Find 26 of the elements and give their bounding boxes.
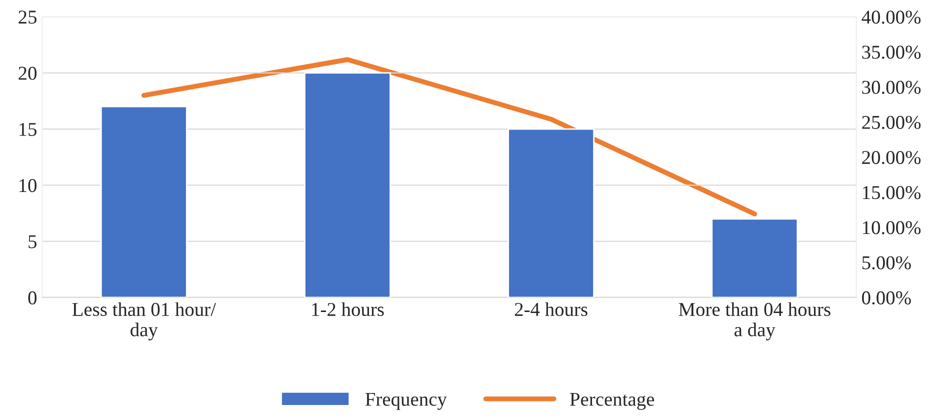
y2-tick-label: 15.00% [863,186,921,200]
bar [100,106,188,298]
y2-tick-label: 0.00% [862,291,911,305]
y-tick-label: 20 [18,66,37,80]
x-tick-label: More than 04 hours a day [678,302,830,340]
x-tick-label: 2-4 hours [514,302,588,316]
y2-tick-label: 35.00% [862,46,921,59]
y2-tick-label: 25.00% [862,116,921,130]
y2-tick-label: 20.00% [862,150,921,164]
y2-tick-label: 5.00% [862,256,911,270]
bar [711,218,798,298]
x-tick-label: Less than 01 hour/ day [72,302,216,340]
legend-label: Percentage [570,392,654,410]
legend-label: Frequency [365,392,447,410]
bar [508,128,595,298]
x-tick-label: 1-2 hours [312,302,384,316]
y2-tick-label: 30.00% [862,80,921,94]
y-tick-label: 5 [28,235,36,248]
bar [304,72,391,298]
y-tick-label: 25 [18,10,36,24]
y-tick-label: 15 [20,122,36,136]
y-tick-label: 10 [20,179,37,192]
y-tick-label: 0 [28,291,37,304]
line-series [141,57,758,216]
y2-tick-label: 40.00% [862,10,921,24]
y2-tick-label: 10.00% [863,221,921,234]
